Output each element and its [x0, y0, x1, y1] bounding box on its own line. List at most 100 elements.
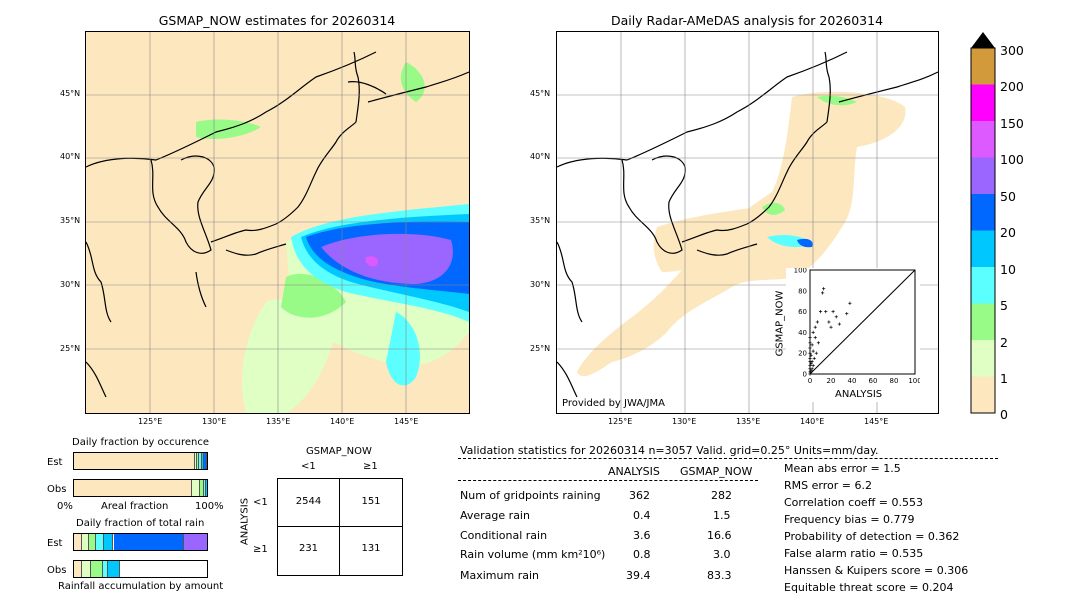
total-rain-title: Daily fraction of total rain	[76, 518, 205, 529]
stats-row-gsmap: 1.5	[713, 509, 731, 522]
stats-row-gsmap: 16.6	[707, 529, 732, 542]
fraction-segment	[102, 560, 109, 578]
fraction-segment	[82, 533, 90, 551]
scatter-point	[810, 359, 814, 364]
colorbar-band	[971, 194, 995, 231]
stats-row-analysis: 39.4	[626, 569, 651, 582]
colorbar-band	[971, 376, 995, 413]
colorbar-label-0: 0	[1000, 407, 1008, 422]
occurrence-est-label: Est	[47, 457, 63, 468]
scatter-point	[827, 320, 831, 324]
score-hk: Hanssen & Kuipers score = 0.306	[784, 564, 969, 577]
scatter-ytick: 80	[798, 287, 807, 295]
scatter-point	[812, 356, 816, 360]
cell-lt1-lt1: 2544	[295, 496, 322, 507]
scatter-point	[808, 336, 812, 340]
stats-row-label: Conditional rain	[460, 529, 548, 542]
stats-row-analysis: 3.6	[633, 529, 651, 542]
stats-row-label: Num of gridpoints raining	[460, 489, 601, 502]
cell-ge1-lt1: 231	[298, 543, 319, 554]
colorbar-label-5: 5	[1000, 298, 1008, 313]
scatter-point	[809, 353, 813, 357]
colorbar-label-2: 2	[1000, 335, 1008, 350]
scatter-point	[822, 287, 826, 291]
fraction-segment	[82, 560, 91, 578]
colorbar-band	[971, 157, 995, 194]
stats-col-gsmap: GSMAP_NOW	[680, 465, 753, 478]
occurrence-axis-mid: Areal fraction	[101, 501, 169, 512]
colorbar-label-200: 200	[1000, 79, 1024, 94]
scatter-xtick: 40	[848, 377, 857, 385]
occurrence-axis-right: 100%	[195, 501, 224, 512]
colorbar-band	[971, 121, 995, 158]
fraction-segment	[104, 533, 114, 551]
cell-ge1-ge1: 131	[361, 543, 381, 554]
score-ets: Equitable threat score = 0.204	[784, 581, 954, 594]
scatter-point	[834, 315, 838, 319]
scatter-point	[818, 310, 823, 314]
scatter-xlabel: ANALYSIS	[835, 389, 883, 400]
scatter-point	[808, 341, 812, 345]
left-lon-130: 130°E	[202, 417, 227, 426]
scatter-point	[824, 310, 828, 314]
colorbar-band	[971, 48, 995, 85]
contingency-row-ge1: ≥1	[253, 544, 268, 555]
left-lon-140: 140°E	[330, 417, 355, 426]
right-lat-45: 45°N	[530, 89, 551, 98]
scatter-point	[816, 341, 820, 345]
fraction-segment	[203, 452, 207, 470]
right-lon-130: 130°E	[672, 417, 697, 426]
left-lat-45: 45°N	[60, 89, 81, 98]
scatter-ytick: 40	[798, 329, 807, 337]
colorbar	[970, 32, 996, 414]
total-rain-est-label: Est	[47, 538, 63, 549]
scatter-point	[808, 356, 812, 360]
scatter-point	[815, 320, 819, 324]
stats-row-gsmap: 282	[711, 489, 732, 502]
cell-lt1-ge1: 151	[361, 496, 381, 507]
left-lat-25: 25°N	[60, 344, 81, 353]
colorbar-label-300: 300	[1000, 43, 1024, 58]
scatter-ytick: 20	[798, 350, 807, 358]
fraction-segment	[95, 533, 105, 551]
fraction-segment	[203, 479, 206, 497]
scatter-ytick: 0	[803, 371, 807, 379]
scatter-plot: 00 20 20 40 40 60 60 80 80 100 100	[794, 268, 920, 385]
scatter-point	[845, 312, 849, 316]
right-lat-30: 30°N	[530, 280, 551, 289]
fraction-segment	[73, 452, 196, 470]
left-lat-35: 35°N	[60, 216, 81, 225]
scatter-inset: 0 0 20 20 40 40 60 60 80 80 100 100	[786, 268, 920, 402]
score-pod: Probability of detection = 0.362	[784, 530, 960, 543]
scatter-point	[831, 310, 835, 314]
stats-row-label: Average rain	[460, 509, 530, 522]
scatter-point	[808, 364, 812, 368]
colorbar-label-10: 10	[1000, 262, 1016, 277]
colorbar-label-20: 20	[1000, 225, 1016, 240]
right-map-coastline	[557, 32, 938, 413]
scatter-xtick: 20	[827, 377, 836, 385]
fraction-segment	[89, 533, 96, 551]
fraction-segment	[199, 452, 202, 470]
stats-row-analysis: 0.8	[633, 548, 651, 561]
colorbar-band	[971, 340, 995, 377]
scatter-point	[848, 301, 852, 305]
right-map-title: Daily Radar-AMeDAS analysis for 20260314	[610, 13, 884, 28]
occurrence-axis-left: 0%	[57, 501, 73, 512]
scatter-point	[814, 351, 818, 355]
colorbar-label-100: 100	[1000, 152, 1024, 167]
right-lon-140: 140°E	[800, 417, 825, 426]
contingency-row-header: ANALYSIS	[239, 497, 251, 546]
left-lon-135: 135°E	[266, 417, 291, 426]
stats-row-label: Maximum rain	[460, 569, 539, 582]
left-map-title: GSMAP_NOW estimates for 20260314	[158, 13, 396, 28]
left-lon-145: 145°E	[394, 417, 419, 426]
right-lat-40: 40°N	[530, 152, 551, 161]
occurrence-obs-label: Obs	[47, 484, 67, 495]
scatter-point	[837, 322, 841, 326]
scatter-ylabel: GSMAP_NOW	[774, 290, 786, 357]
colorbar-label-50: 50	[1000, 189, 1016, 204]
scatter-point	[821, 291, 825, 295]
colorbar-extend-arrow	[971, 32, 995, 48]
score-rmse: RMS error = 6.2	[784, 479, 872, 492]
